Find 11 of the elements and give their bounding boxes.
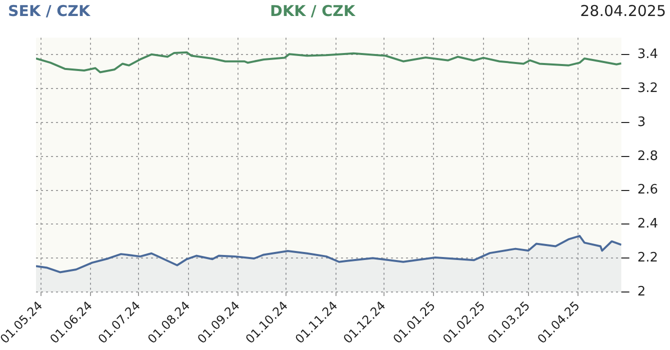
text: DKK / CZK	[270, 2, 356, 20]
y-tick-label: 3.4	[637, 47, 658, 62]
y-tick-label: 2	[637, 284, 646, 300]
text: 28.04.2025	[580, 2, 666, 20]
y-tick-label: 2.2	[637, 250, 658, 266]
y-tick-label: 3	[637, 114, 646, 130]
y-tick-label: 2.6	[637, 182, 658, 198]
y-tick-label: 2.4	[637, 216, 658, 232]
y-tick-label: 2.8	[637, 148, 658, 164]
text: SEK / CZK	[8, 2, 90, 20]
y-tick-label: 3.2	[637, 81, 658, 96]
